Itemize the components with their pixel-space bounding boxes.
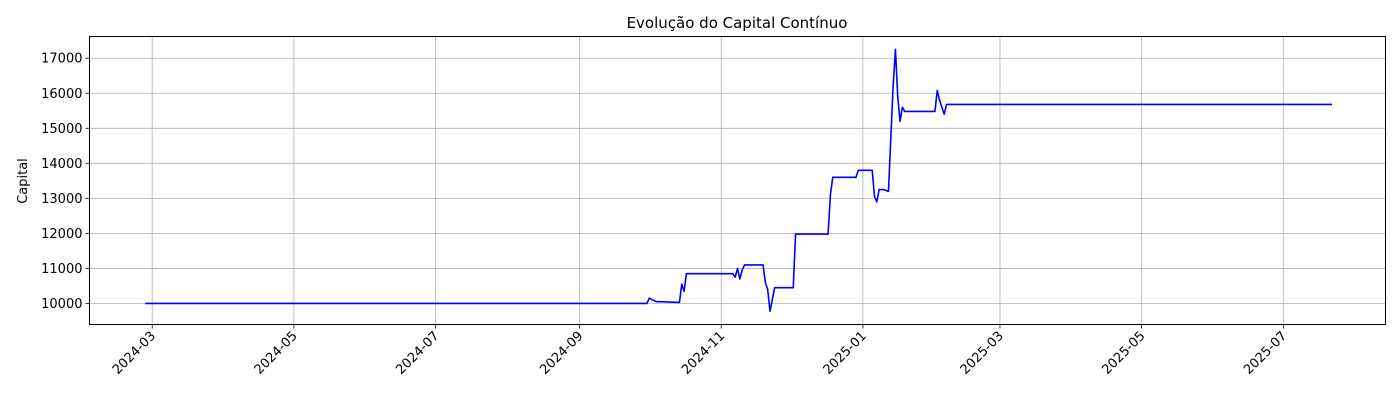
y-tick-label: 15000 (41, 122, 82, 137)
x-tick-label: 2024-09 (537, 329, 586, 378)
y-tick-label: 11000 (41, 262, 82, 277)
chart-title: Evolução do Capital Contínuo (627, 14, 848, 32)
x-tick-label: 2024-11 (679, 329, 728, 378)
x-tick-label: 2024-03 (110, 329, 159, 378)
y-tick-label: 10000 (41, 297, 82, 312)
y-tick-label: 16000 (41, 87, 82, 102)
x-tick-label: 2024-05 (252, 329, 301, 378)
x-tick-label: 2025-01 (821, 329, 870, 378)
grid-lines (89, 36, 1386, 325)
y-tick-label: 13000 (41, 192, 82, 207)
x-tick-label: 2025-05 (1099, 329, 1148, 378)
capital-line (145, 48, 1333, 312)
x-tick-label: 2024-07 (393, 329, 442, 378)
x-tick-label: 2025-03 (958, 329, 1007, 378)
y-tick-label: 14000 (41, 157, 82, 172)
plot-area-frame (89, 36, 1386, 325)
y-axis-label: Capital (16, 158, 31, 204)
y-tick-label: 17000 (41, 52, 82, 67)
axis-ticks: 2024-03 2024-05 2024-07 2024-09 2024-11 2025-… (41, 52, 1290, 378)
data-series (145, 48, 1333, 312)
y-tick-label: 12000 (41, 227, 82, 242)
x-tick-label: 2025-07 (1241, 329, 1290, 378)
